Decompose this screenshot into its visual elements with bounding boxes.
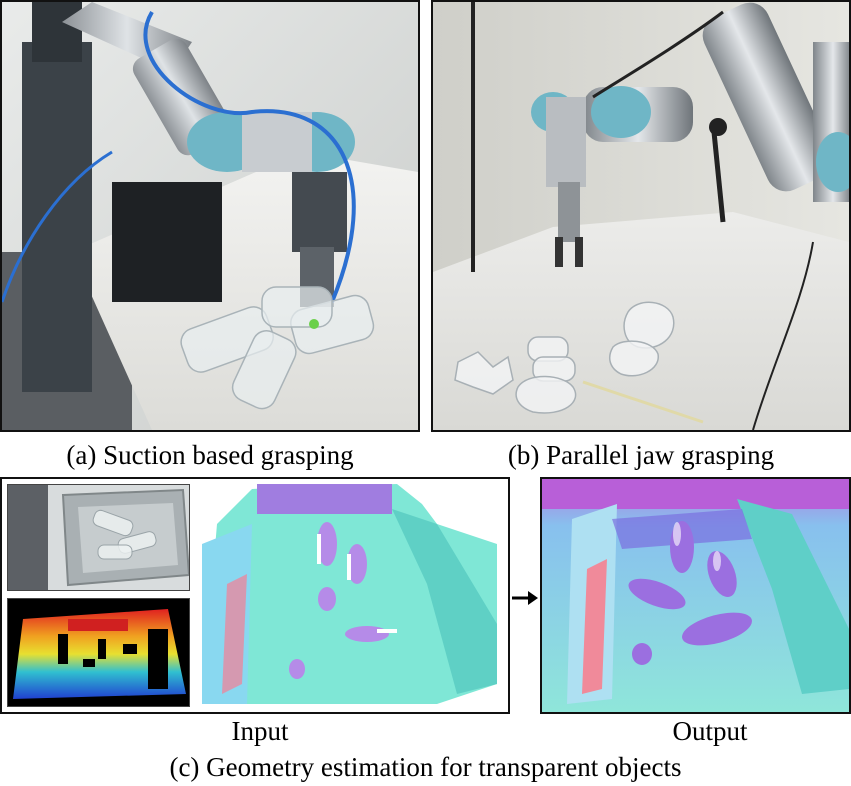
photo-parallel-jaw-grasping (431, 0, 851, 432)
caption-b: (b) Parallel jaw grasping (507, 440, 775, 470)
arrow-icon (512, 591, 538, 605)
input-group (0, 477, 510, 714)
caption-c: (c) Geometry estimation for transparent … (169, 752, 682, 782)
photo-suction-grasping (0, 0, 420, 432)
input-label: Input (231, 716, 289, 746)
caption-a: (a) Suction based grasping (66, 440, 354, 470)
input-normal-image (197, 484, 502, 708)
input-rgb-image (7, 484, 190, 591)
output-normal-image (540, 477, 851, 714)
input-depth-image (7, 598, 190, 707)
output-label: Output (672, 716, 748, 746)
